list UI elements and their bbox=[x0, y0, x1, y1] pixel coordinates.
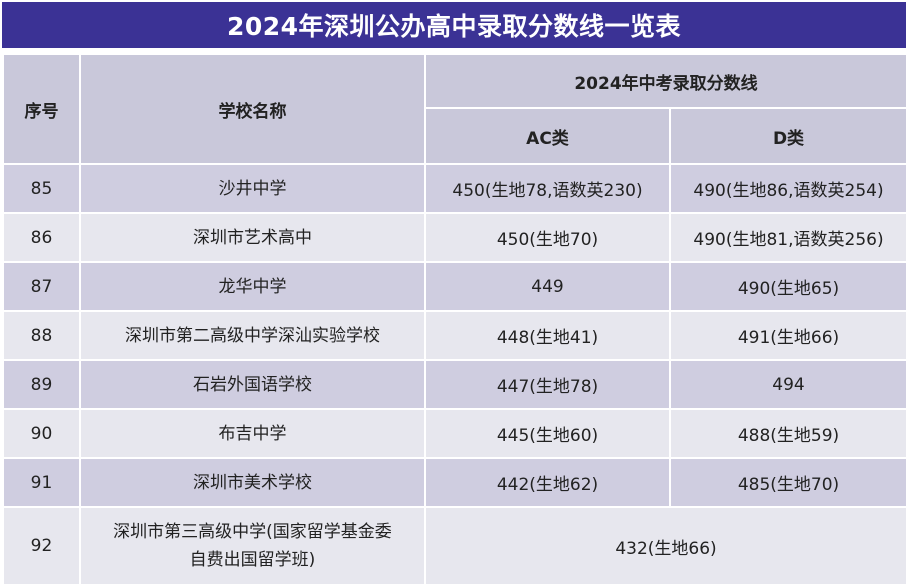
row-number: 89 bbox=[2, 359, 81, 410]
table-row: 89 石岩外国语学校 447(生地78) 494 bbox=[2, 359, 908, 410]
ac-score: 442(生地62) bbox=[424, 457, 671, 508]
ac-score: 448(生地41) bbox=[424, 310, 671, 361]
row-number: 85 bbox=[2, 163, 81, 214]
header-seq: 序号 bbox=[2, 53, 81, 165]
school-name: 深圳市第三高级中学(国家留学基金委 自费出国留学班) bbox=[79, 506, 426, 586]
d-score: 490(生地86,语数英254) bbox=[668, 163, 908, 214]
table-row: 91 深圳市美术学校 442(生地62) 485(生地70) bbox=[2, 457, 908, 508]
row-number: 87 bbox=[2, 261, 81, 312]
d-score: 494 bbox=[668, 359, 908, 410]
ac-score: 447(生地78) bbox=[424, 359, 671, 410]
header-score-group: 2024年中考录取分数线 bbox=[423, 53, 908, 109]
d-score: 490(生地65) bbox=[668, 261, 908, 312]
header-d: D类 bbox=[668, 107, 908, 165]
d-score: 485(生地70) bbox=[668, 457, 908, 508]
school-name: 深圳市美术学校 bbox=[79, 457, 426, 508]
school-name: 布吉中学 bbox=[79, 408, 426, 459]
page-title: 2024年深圳公办高中录取分数线一览表 bbox=[2, 2, 906, 48]
school-name-line-1: 深圳市第三高级中学(国家留学基金委 bbox=[113, 522, 392, 542]
school-name: 深圳市艺术高中 bbox=[79, 212, 426, 263]
ac-score: 450(生地78,语数英230) bbox=[424, 163, 671, 214]
table-row: 86 深圳市艺术高中 450(生地70) 490(生地81,语数英256) bbox=[2, 212, 908, 263]
row-number: 90 bbox=[2, 408, 81, 459]
table-row: 90 布吉中学 445(生地60) 488(生地59) bbox=[2, 408, 908, 459]
school-name: 沙井中学 bbox=[79, 163, 426, 214]
table-row: 85 沙井中学 450(生地78,语数英230) 490(生地86,语数英254… bbox=[2, 163, 908, 214]
school-name-line-2: 自费出国留学班) bbox=[189, 550, 316, 570]
school-name: 石岩外国语学校 bbox=[79, 359, 426, 410]
school-name: 龙华中学 bbox=[79, 261, 426, 312]
combined-score: 432(生地66) bbox=[423, 506, 908, 586]
d-score: 490(生地81,语数英256) bbox=[668, 212, 908, 263]
ac-score: 449 bbox=[424, 261, 671, 312]
table-row: 92 深圳市第三高级中学(国家留学基金委 自费出国留学班) 432(生地66) bbox=[2, 506, 908, 586]
header-school: 学校名称 bbox=[79, 53, 426, 165]
table-row: 88 深圳市第二高级中学深汕实验学校 448(生地41) 491(生地66) bbox=[2, 310, 908, 361]
score-table: 序号 学校名称 2024年中考录取分数线 AC类 D类 85 沙井中学 450(… bbox=[2, 53, 908, 586]
ac-score: 445(生地60) bbox=[424, 408, 671, 459]
school-name: 深圳市第二高级中学深汕实验学校 bbox=[79, 310, 426, 361]
row-number: 86 bbox=[2, 212, 81, 263]
row-number: 92 bbox=[2, 506, 81, 586]
ac-score: 450(生地70) bbox=[424, 212, 671, 263]
d-score: 488(生地59) bbox=[668, 408, 908, 459]
row-number: 91 bbox=[2, 457, 81, 508]
d-score: 491(生地66) bbox=[668, 310, 908, 361]
header-ac: AC类 bbox=[424, 107, 671, 165]
row-number: 88 bbox=[2, 310, 81, 361]
table-row: 87 龙华中学 449 490(生地65) bbox=[2, 261, 908, 312]
